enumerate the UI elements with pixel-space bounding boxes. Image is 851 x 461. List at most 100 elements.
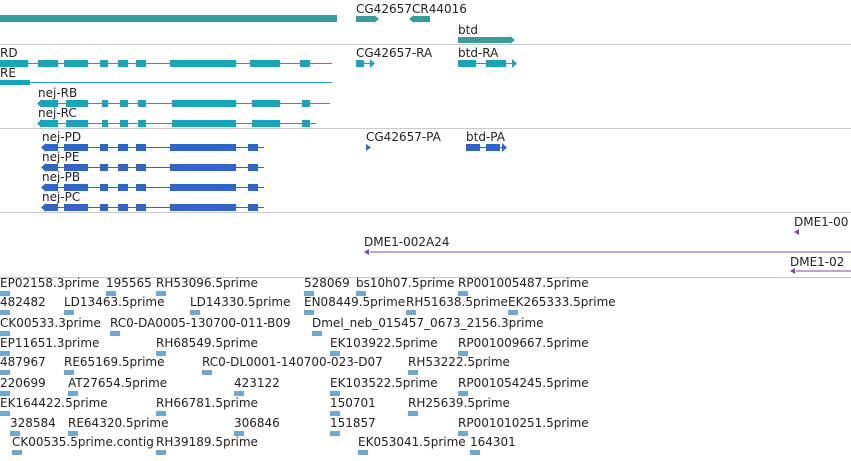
transcript-nej-rb-exon[interactable]: [120, 100, 128, 107]
est-feature[interactable]: [106, 291, 116, 296]
protein-nej-pd-exon[interactable]: [100, 144, 108, 151]
est-feature[interactable]: [190, 310, 200, 315]
est-label[interactable]: RP001009667.5prime: [458, 336, 589, 350]
transcript-nej-re-exon[interactable]: [0, 80, 30, 85]
est-feature[interactable]: [330, 391, 340, 396]
protein-nej-pd-exon[interactable]: [118, 144, 128, 151]
est-label[interactable]: RE65169.5prime: [64, 355, 165, 369]
est-label[interactable]: RC0-DL0001-140700-023-D07: [202, 355, 383, 369]
protein-nej-pe-exon[interactable]: [64, 164, 88, 171]
protein-label-nej-pd[interactable]: nej-PD: [42, 130, 82, 144]
est-label[interactable]: EK103522.5prime: [330, 376, 438, 390]
est-feature[interactable]: [0, 331, 10, 336]
gene-label-cr44016[interactable]: CR44016: [412, 2, 467, 16]
est-label[interactable]: RP001054245.5prime: [458, 376, 589, 390]
est-feature[interactable]: [64, 370, 74, 375]
est-feature[interactable]: [12, 450, 22, 455]
est-label[interactable]: LD14330.5prime: [190, 295, 291, 309]
est-label[interactable]: 482482: [0, 295, 46, 309]
est-label[interactable]: EK164422.5prime: [0, 396, 108, 410]
est-feature[interactable]: [156, 450, 166, 455]
est-feature[interactable]: [0, 310, 10, 315]
transcript-nej-rc-exon[interactable]: [252, 120, 280, 127]
protein-nej-pc-exon[interactable]: [118, 204, 128, 211]
transcript-nej-rc-exon[interactable]: [172, 120, 236, 127]
est-label[interactable]: EN08449.5prime: [304, 295, 406, 309]
transcript-nej-rb-exon[interactable]: [102, 100, 108, 107]
transcript-nej-rc-exon[interactable]: [40, 120, 58, 127]
transcript-nej-rd-exon[interactable]: [0, 60, 28, 67]
protein-nej-pe-exon[interactable]: [100, 164, 108, 171]
transcript-nej-rd-exon[interactable]: [300, 60, 310, 67]
protein-nej-pc-exon[interactable]: [64, 204, 88, 211]
est-label[interactable]: 328584: [10, 416, 56, 430]
est-label[interactable]: RH53096.5prime: [156, 276, 258, 290]
protein-btd-pa-exon[interactable]: [486, 144, 500, 151]
gene-cg42657[interactable]: [356, 16, 374, 22]
transcript-nej-rb-exon[interactable]: [252, 100, 280, 107]
est-label[interactable]: 528069: [304, 276, 350, 290]
protein-nej-pd-exon[interactable]: [64, 144, 88, 151]
est-feature[interactable]: [156, 411, 166, 416]
transcript-nej-rb-exon[interactable]: [40, 100, 58, 107]
est-label[interactable]: 220699: [0, 376, 46, 390]
protein-nej-pd-exon[interactable]: [170, 144, 236, 151]
transcript-label-btd-ra[interactable]: btd-RA: [458, 46, 499, 60]
clone-label-dme1-002a24[interactable]: DME1-002A24: [364, 235, 450, 249]
transcript-label-re[interactable]: RE: [0, 66, 16, 80]
est-feature[interactable]: [458, 431, 468, 436]
protein-label-nej-pc[interactable]: nej-PC: [42, 190, 81, 204]
transcript-nej-rc-exon[interactable]: [102, 120, 108, 127]
protein-nej-pb-exon[interactable]: [118, 184, 128, 191]
gene-btd[interactable]: [458, 37, 510, 43]
gene-label-btd[interactable]: btd: [458, 23, 478, 37]
transcript-nej-rd-exon[interactable]: [170, 60, 236, 67]
protein-label-nej-pe[interactable]: nej-PE: [42, 150, 80, 164]
est-feature[interactable]: [0, 411, 10, 416]
est-feature[interactable]: [10, 431, 20, 436]
est-feature[interactable]: [508, 310, 518, 315]
protein-label-nej-pb[interactable]: nej-PB: [42, 170, 81, 184]
clone-label-dme1-00[interactable]: DME1-00: [794, 215, 849, 229]
protein-btd-pa-exon[interactable]: [466, 144, 480, 151]
protein-nej-pb-exon[interactable]: [170, 184, 236, 191]
est-feature[interactable]: [156, 291, 166, 296]
protein-nej-pb-exon[interactable]: [248, 184, 258, 191]
est-feature[interactable]: [110, 331, 120, 336]
transcript-nej-rb-exon[interactable]: [138, 100, 146, 107]
est-label[interactable]: 150701: [330, 396, 376, 410]
est-label[interactable]: RH53222.5prime: [408, 355, 510, 369]
est-label[interactable]: 487967: [0, 355, 46, 369]
est-feature[interactable]: [68, 391, 78, 396]
est-label[interactable]: bs10h07.5prime: [356, 276, 455, 290]
protein-label-cg42657-pa[interactable]: CG42657-PA: [366, 130, 441, 144]
est-feature[interactable]: [408, 370, 418, 375]
est-label[interactable]: EK103922.5prime: [330, 336, 438, 350]
est-label[interactable]: RE64320.5prime: [68, 416, 169, 430]
protein-nej-pb-exon[interactable]: [64, 184, 88, 191]
est-label[interactable]: RH66781.5prime: [156, 396, 258, 410]
est-feature[interactable]: [68, 431, 78, 436]
est-feature[interactable]: [330, 431, 340, 436]
gene-label-cg42657[interactable]: CG42657: [356, 2, 412, 16]
protein-nej-pc-exon[interactable]: [46, 204, 58, 211]
protein-nej-pc-exon[interactable]: [170, 204, 236, 211]
est-label[interactable]: 151857: [330, 416, 376, 430]
est-label[interactable]: 195565: [106, 276, 152, 290]
gene-nej[interactable]: [0, 15, 337, 22]
protein-nej-pd-exon[interactable]: [46, 144, 58, 151]
est-feature[interactable]: [0, 351, 10, 356]
est-label[interactable]: 306846: [234, 416, 280, 430]
protein-nej-pc-exon[interactable]: [136, 204, 146, 211]
transcript-btd-ra-exon[interactable]: [486, 60, 506, 67]
transcript-nej-rb-exon[interactable]: [172, 100, 236, 107]
est-label[interactable]: EP02158.3prime: [0, 276, 100, 290]
protein-nej-pc-exon[interactable]: [248, 204, 258, 211]
est-feature[interactable]: [470, 450, 480, 455]
est-label[interactable]: LD13463.5prime: [64, 295, 165, 309]
protein-nej-pb-exon[interactable]: [46, 184, 58, 191]
est-feature[interactable]: [458, 291, 468, 296]
protein-nej-pe-exon[interactable]: [248, 164, 258, 171]
transcript-nej-rc-exon[interactable]: [302, 120, 310, 127]
est-label[interactable]: RH39189.5prime: [156, 435, 258, 449]
